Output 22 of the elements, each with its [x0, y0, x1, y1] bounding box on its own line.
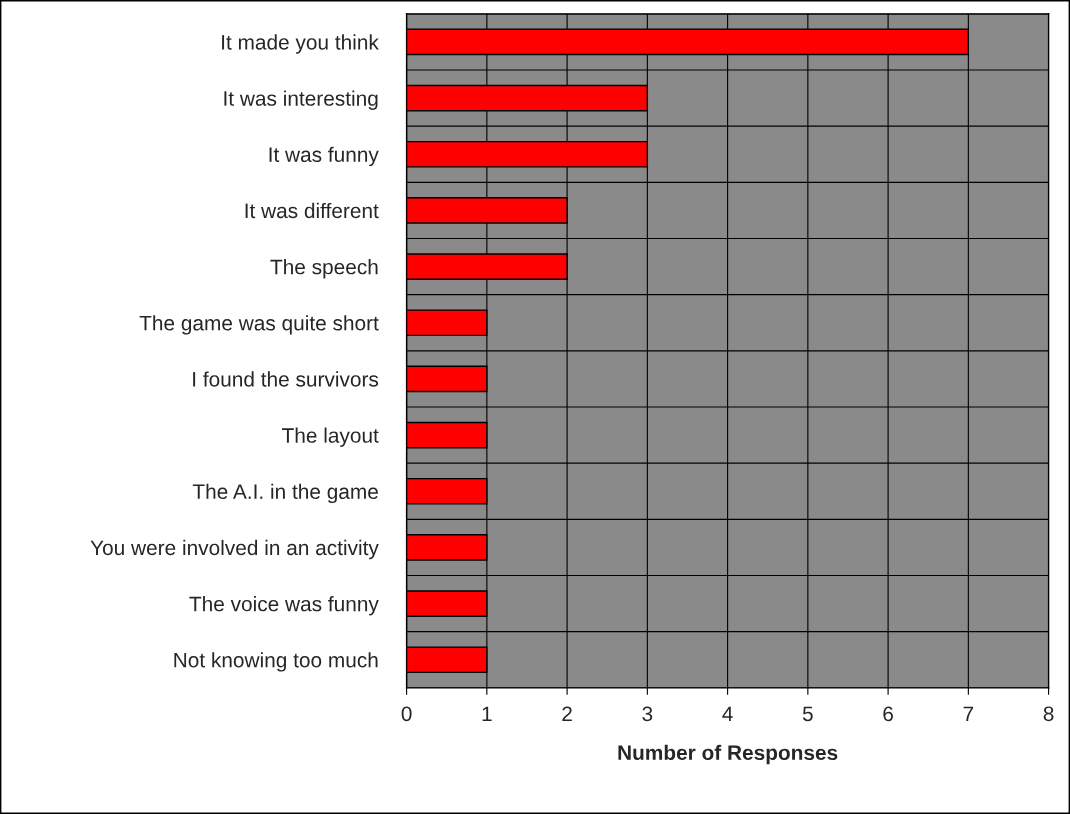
x-tick-label: 6: [883, 706, 893, 722]
y-tick-label: The layout: [282, 427, 379, 447]
y-tick-label: The A.I. in the game: [192, 483, 378, 504]
y-tick-label: I found the survivors: [193, 371, 379, 387]
y-tick-label: The speech: [270, 259, 378, 279]
y-tick-label: It was funny: [269, 146, 379, 167]
x-tick-label: 5: [802, 706, 813, 722]
y-tick-label: It made you think: [222, 34, 379, 54]
y-tick-label: It was interesting: [224, 90, 378, 110]
x-tick-label: 0: [401, 706, 412, 722]
x-tick-label: 7: [963, 706, 974, 721]
y-tick-label: The game was quite short: [139, 315, 379, 335]
x-tick-label: 2: [562, 706, 572, 721]
x-tick-label: 3: [642, 706, 653, 722]
x-axis-title: Number of Responses: [618, 744, 838, 765]
y-tick-label: It was different: [245, 202, 379, 219]
x-tick-label: 4: [722, 706, 733, 721]
y-tick-label: You were involved in an activity: [90, 539, 379, 560]
x-tick-label: 8: [1043, 706, 1054, 722]
y-tick-label: The voice was funny: [189, 596, 379, 616]
y-tick-label: Not knowing too much: [174, 652, 378, 672]
x-tick-label: 1: [482, 706, 492, 721]
